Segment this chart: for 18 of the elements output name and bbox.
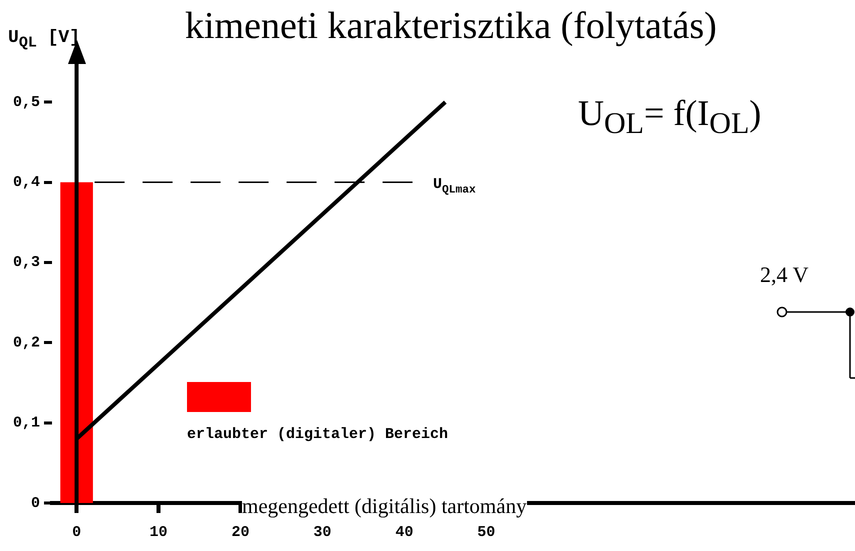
y-tick-label: 0,4 <box>12 174 40 192</box>
y-axis-title: U$_{QL}$ [V] <box>8 28 80 52</box>
y-tick-label: 0 <box>30 494 40 512</box>
y-tick-label: 0,2 <box>12 334 40 352</box>
y-tick-label: 0,5 <box>12 94 40 111</box>
y-tick-label: 0,1 <box>12 414 40 432</box>
annotation: 2,4 V <box>760 262 808 288</box>
y-tick-label: 0,3 <box>12 254 40 272</box>
x-tick-label: 10 <box>150 524 168 541</box>
annotation: U$_{OL}$= f(I$_{OL}$) <box>578 92 762 142</box>
legend-label: erlaubter (digitaler) Bereich <box>187 426 448 443</box>
x-tick-label: 0 <box>72 524 82 541</box>
x-tick-label: 30 <box>313 524 332 541</box>
chart-title: kimeneti karakterisztika (folytatás) <box>185 4 717 48</box>
x-tick-label: 50 <box>477 524 496 541</box>
annotation: megengedett (digitális) tartomány <box>242 494 527 518</box>
x-tick-label: 40 <box>395 524 414 541</box>
x-tick-label: 20 <box>231 524 250 541</box>
